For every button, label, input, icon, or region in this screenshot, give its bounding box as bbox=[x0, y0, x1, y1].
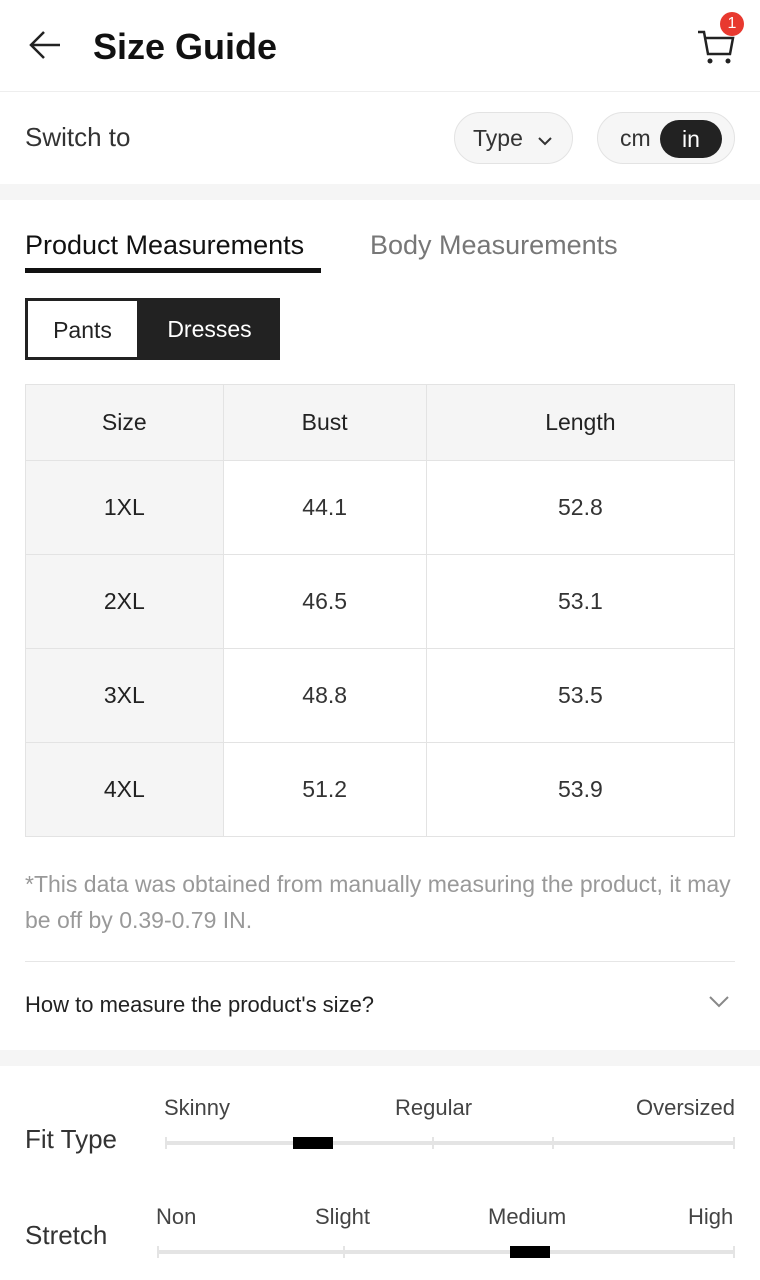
cell-bust: 44.1 bbox=[222, 460, 427, 555]
cell-size: 2XL bbox=[25, 554, 224, 649]
stretch-scale-label: Slight bbox=[315, 1204, 371, 1229]
cart-badge: 1 bbox=[720, 12, 744, 36]
header-bust: Bust bbox=[222, 384, 427, 461]
page-title: Size Guide bbox=[93, 26, 278, 67]
table-row: 3XL 48.8 53.5 bbox=[25, 648, 736, 743]
switch-label: Switch to bbox=[25, 122, 131, 152]
cell-bust: 51.2 bbox=[222, 742, 427, 837]
scale-tick bbox=[343, 1246, 345, 1258]
scale-tick bbox=[733, 1137, 735, 1149]
unit-in[interactable]: in bbox=[660, 120, 722, 158]
active-tab-indicator bbox=[25, 268, 321, 273]
cell-length: 53.1 bbox=[425, 554, 736, 649]
fit-scale-label: Oversized bbox=[636, 1095, 736, 1120]
fit-scale-label: Regular bbox=[395, 1095, 473, 1120]
divider bbox=[0, 184, 760, 200]
cell-length: 53.9 bbox=[425, 742, 736, 837]
cell-length: 53.5 bbox=[425, 648, 736, 743]
header-size: Size bbox=[25, 384, 224, 461]
fit-type-label: Fit Type bbox=[25, 1124, 118, 1154]
cell-bust: 48.8 bbox=[222, 648, 427, 743]
stretch-marker bbox=[509, 1246, 550, 1258]
tab-body-measurements[interactable]: Body Measurements bbox=[370, 230, 618, 260]
cell-size: 3XL bbox=[25, 648, 224, 743]
back-arrow-icon[interactable] bbox=[28, 28, 62, 62]
stretch-label: Stretch bbox=[25, 1220, 108, 1250]
category-pants[interactable]: Pants bbox=[25, 298, 140, 360]
scale-tick bbox=[733, 1246, 735, 1258]
unit-toggle[interactable]: cm in bbox=[597, 112, 735, 164]
scale-tick bbox=[165, 1137, 167, 1149]
fit-scale-label: Skinny bbox=[164, 1095, 231, 1120]
size-table: Size Bust Length 1XL 44.1 52.8 2XL 46.5 53.1… bbox=[25, 384, 736, 837]
table-row: 2XL 46.5 53.1 bbox=[25, 554, 736, 649]
cell-length: 52.8 bbox=[425, 460, 736, 555]
table-row: 1XL 44.1 52.8 bbox=[25, 460, 736, 555]
header-length: Length bbox=[425, 384, 736, 461]
scale-tick bbox=[552, 1137, 554, 1149]
type-dropdown[interactable]: Type bbox=[454, 112, 573, 164]
cart-icon[interactable] bbox=[696, 26, 738, 66]
scale-tick bbox=[157, 1246, 159, 1258]
fit-type-scale bbox=[165, 1137, 735, 1149]
chevron-down-icon[interactable] bbox=[708, 994, 730, 1008]
measurement-note: *This data was obtained from manually me… bbox=[25, 871, 731, 933]
divider bbox=[25, 961, 735, 962]
chevron-down-icon bbox=[538, 137, 552, 146]
tab-product-measurements[interactable]: Product Measurements bbox=[25, 230, 305, 260]
scale-tick bbox=[432, 1137, 434, 1149]
table-header: Size Bust Length bbox=[25, 384, 736, 461]
fit-type-marker bbox=[293, 1137, 334, 1149]
how-to-measure-link[interactable]: How to measure the product's size? bbox=[25, 992, 375, 1017]
table-row: 4XL 51.2 53.9 bbox=[25, 742, 736, 837]
stretch-scale bbox=[157, 1246, 735, 1258]
stretch-scale-label: High bbox=[688, 1204, 734, 1229]
cell-size: 1XL bbox=[25, 460, 224, 555]
category-dresses[interactable]: Dresses bbox=[139, 298, 280, 360]
unit-cm[interactable]: cm bbox=[620, 125, 651, 151]
divider bbox=[0, 1050, 760, 1066]
stretch-scale-label: Non bbox=[156, 1204, 197, 1229]
stretch-scale-label: Medium bbox=[488, 1204, 567, 1229]
cell-bust: 46.5 bbox=[222, 554, 427, 649]
type-label: Type bbox=[473, 125, 523, 151]
cell-size: 4XL bbox=[25, 742, 224, 837]
header: Size Guide 1 bbox=[0, 0, 760, 92]
